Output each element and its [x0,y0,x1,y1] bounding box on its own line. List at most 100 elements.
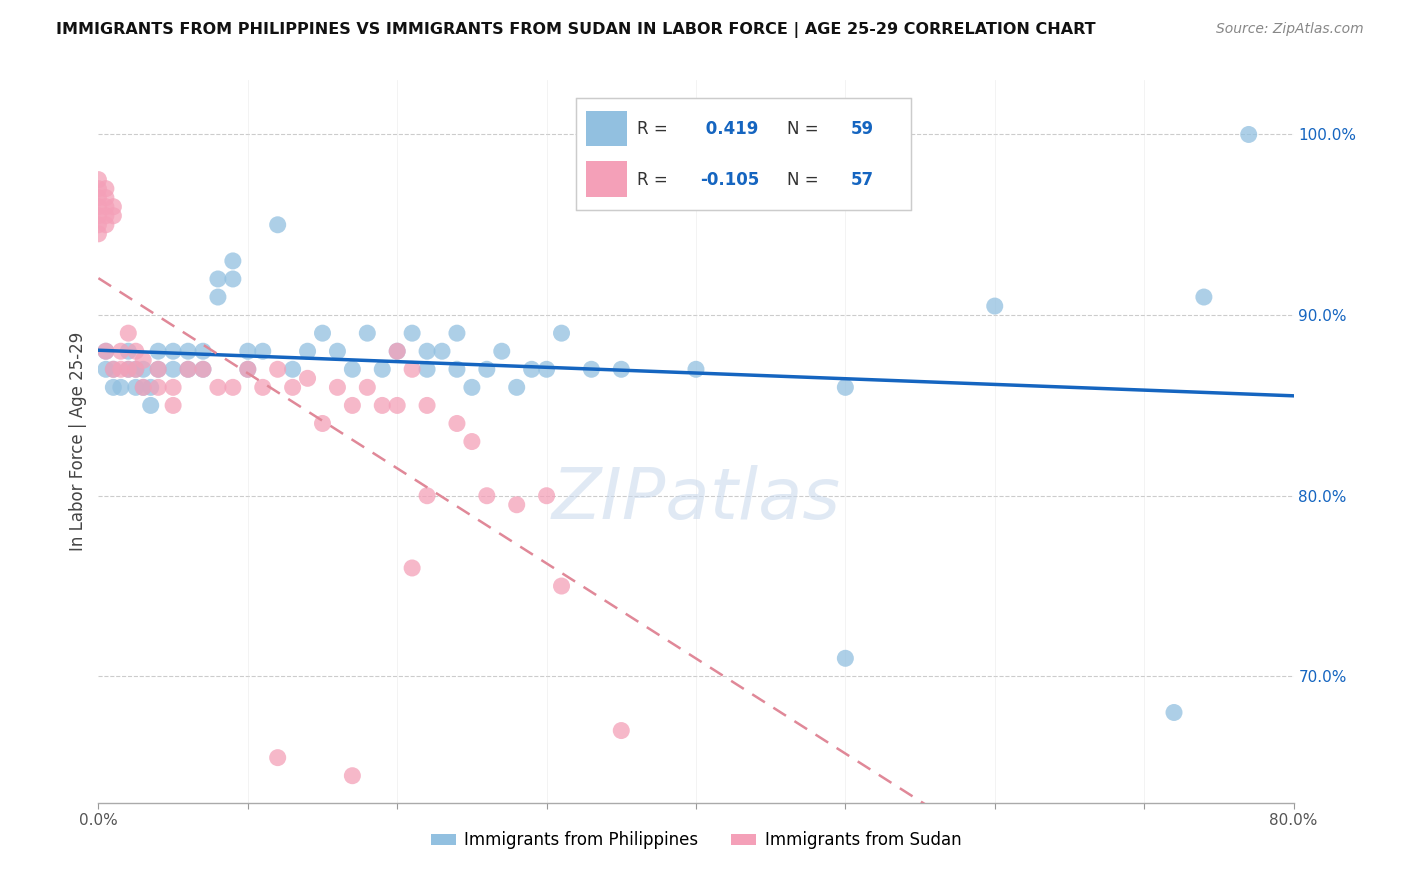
Point [581,362,603,376]
Point [536,489,558,503]
Point [148,362,170,376]
Point [125,380,148,394]
Point [446,417,468,431]
Text: IMMIGRANTS FROM PHILIPPINES VS IMMIGRANTS FROM SUDAN IN LABOR FORCE | AGE 25-29 : IMMIGRANTS FROM PHILIPPINES VS IMMIGRANT… [56,22,1095,38]
Point [326,344,349,359]
Point [94,200,117,214]
Point [326,380,349,394]
Point [446,326,468,340]
Legend: Immigrants from Philippines, Immigrants from Sudan: Immigrants from Philippines, Immigrants … [425,824,967,856]
Text: ZIPatlas: ZIPatlas [551,465,841,533]
Text: Source: ZipAtlas.com: Source: ZipAtlas.com [1216,22,1364,37]
Point [984,299,1007,313]
Point [103,362,125,376]
Point [191,362,214,376]
Point [94,209,117,223]
Point [94,191,117,205]
Y-axis label: In Labor Force | Age 25-29: In Labor Force | Age 25-29 [69,332,87,551]
Point [252,344,274,359]
Point [103,209,125,223]
Point [94,344,117,359]
Point [148,344,170,359]
Point [139,380,162,394]
Point [385,344,409,359]
Point [342,769,364,783]
Point [1192,290,1215,304]
Point [103,362,125,376]
Point [252,380,274,394]
Point [356,326,378,340]
Point [385,398,409,412]
Point [87,209,110,223]
Point [139,398,162,412]
Point [207,290,229,304]
Point [550,579,572,593]
Point [267,750,290,764]
Point [267,218,290,232]
Point [94,218,117,232]
Point [110,344,132,359]
Point [491,344,513,359]
Point [401,561,423,575]
Point [356,380,378,394]
Point [177,362,200,376]
Point [110,380,132,394]
Point [475,362,498,376]
Point [536,362,558,376]
Point [94,362,117,376]
Point [610,723,633,738]
Point [125,344,148,359]
Point [94,344,117,359]
Point [222,380,245,394]
Point [103,200,125,214]
Point [401,362,423,376]
Point [191,344,214,359]
Point [610,362,633,376]
Point [1163,706,1185,720]
Point [94,181,117,195]
Point [132,362,155,376]
Point [207,272,229,286]
Point [311,417,333,431]
Point [416,398,439,412]
Point [461,434,484,449]
Point [207,380,229,394]
Point [475,489,498,503]
Point [162,380,184,394]
Point [236,344,259,359]
Point [117,326,139,340]
Point [834,651,856,665]
Point [162,362,184,376]
Point [834,380,856,394]
Point [297,371,319,385]
Point [162,398,184,412]
Point [125,362,148,376]
Point [87,191,110,205]
Point [117,362,139,376]
Point [281,362,304,376]
Point [132,380,155,394]
Point [267,362,290,376]
Point [87,200,110,214]
Point [416,489,439,503]
Point [103,380,125,394]
Point [87,172,110,186]
Point [506,498,529,512]
Point [520,362,543,376]
Point [87,218,110,232]
Point [148,362,170,376]
Point [385,344,409,359]
Point [191,362,214,376]
Point [117,344,139,359]
Point [117,362,139,376]
Point [1237,128,1260,142]
Point [236,362,259,376]
Point [177,344,200,359]
Point [125,362,148,376]
Point [416,362,439,376]
Point [87,227,110,241]
Point [87,181,110,195]
Point [371,362,394,376]
Point [222,253,245,268]
Point [236,362,259,376]
